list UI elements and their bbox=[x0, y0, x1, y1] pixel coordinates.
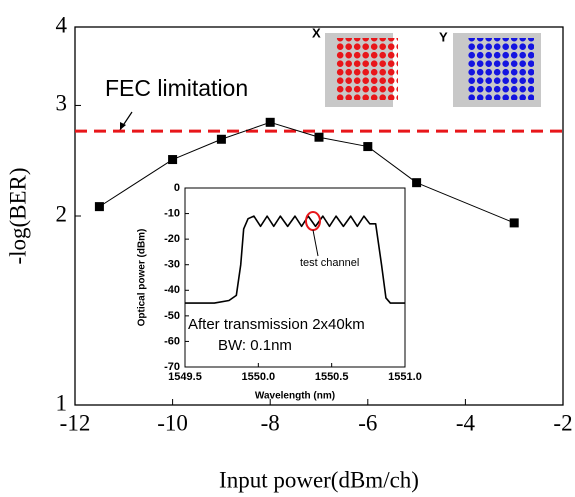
data-point bbox=[510, 218, 519, 227]
data-point bbox=[412, 178, 421, 187]
x-tick-label: 1550.5 bbox=[315, 371, 349, 383]
data-point bbox=[168, 155, 177, 164]
data-point bbox=[363, 142, 372, 151]
y-tick-label: -20 bbox=[164, 233, 180, 245]
y-tick-label: -60 bbox=[164, 335, 180, 347]
x-axis-label: Wavelength (nm) bbox=[255, 391, 335, 402]
panel-label: Y bbox=[439, 29, 448, 44]
y-tick-label: 3 bbox=[56, 91, 68, 116]
fec-label: FEC limitation bbox=[105, 75, 248, 101]
y-tick-label: -50 bbox=[164, 310, 180, 322]
y-axis-label: Optical power (dBm) bbox=[137, 229, 148, 327]
y-tick-label: 4 bbox=[56, 12, 68, 37]
data-point bbox=[95, 202, 104, 211]
x-tick-label: -4 bbox=[456, 410, 476, 435]
y-tick-label: -40 bbox=[164, 284, 180, 296]
annotation: test channel bbox=[300, 257, 359, 269]
x-tick-label: -10 bbox=[157, 410, 188, 435]
annotation: After transmission 2x40km bbox=[188, 316, 365, 333]
y-axis-label: -log(BER) bbox=[5, 167, 30, 264]
y-tick-label: -10 bbox=[164, 207, 180, 219]
x-tick-label: -6 bbox=[358, 410, 377, 435]
x-axis-label: Input power(dBm/ch) bbox=[219, 467, 419, 492]
constellation-y bbox=[453, 33, 541, 107]
annotation: BW: 0.1nm bbox=[218, 337, 292, 354]
x-tick-label: 1551.0 bbox=[388, 371, 422, 383]
chart: -12-10-8-6-4-21234Input power(dBm/ch)-lo… bbox=[0, 0, 575, 497]
x-tick-label: 1550.0 bbox=[242, 371, 276, 383]
y-tick-label: -70 bbox=[164, 361, 180, 373]
x-tick-label: -2 bbox=[553, 410, 572, 435]
y-tick-label: -30 bbox=[164, 259, 180, 271]
y-tick-label: 0 bbox=[174, 182, 180, 194]
y-tick-label: 2 bbox=[56, 201, 68, 226]
x-tick-label: -8 bbox=[261, 410, 280, 435]
constellation-x bbox=[325, 33, 398, 107]
data-point bbox=[266, 118, 275, 127]
data-point bbox=[217, 135, 226, 144]
data-point bbox=[315, 133, 324, 142]
y-tick-label: 1 bbox=[56, 390, 68, 415]
panel-label: X bbox=[312, 25, 321, 40]
